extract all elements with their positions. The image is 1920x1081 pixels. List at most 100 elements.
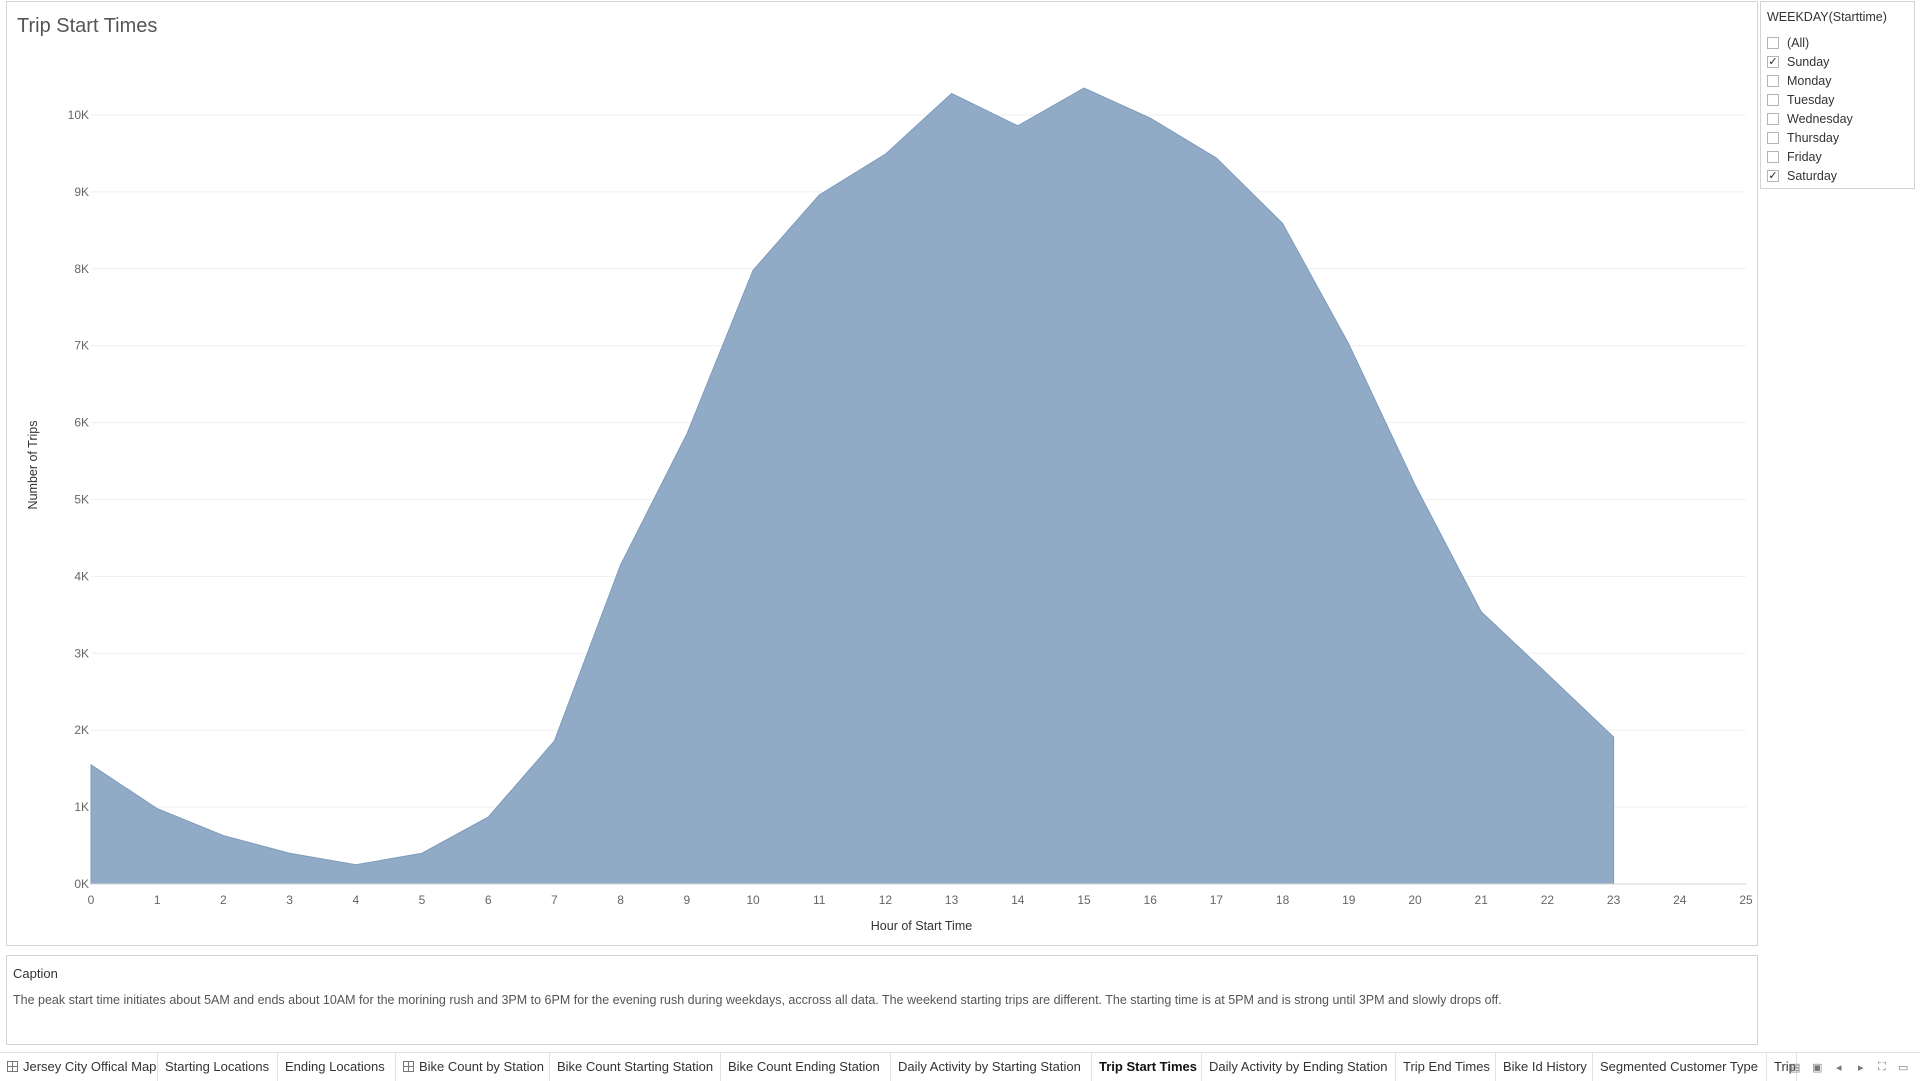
checkbox[interactable]: [1767, 151, 1779, 163]
sheet-tab[interactable]: Jersey City Offical Map: [0, 1053, 158, 1081]
data-point[interactable]: [353, 862, 359, 868]
caption-text: The peak start time initiates about 5AM …: [13, 993, 1502, 1007]
filter-option-all[interactable]: (All): [1767, 34, 1809, 52]
x-tick-label: 2: [220, 893, 227, 907]
checkbox[interactable]: [1767, 94, 1779, 106]
data-point[interactable]: [154, 806, 160, 812]
checkbox[interactable]: [1767, 37, 1779, 49]
sheet-tab[interactable]: Segmented Customer Type: [1593, 1053, 1767, 1081]
checkbox[interactable]: [1767, 113, 1779, 125]
dashboard-icon: [7, 1061, 18, 1072]
sheet-tab-label: Ending Locations: [285, 1059, 385, 1074]
sheet-tab[interactable]: Bike Count Starting Station: [550, 1053, 721, 1081]
filter-option-label: Tuesday: [1787, 93, 1835, 107]
sheet-tab[interactable]: Bike Count Ending Station: [721, 1053, 891, 1081]
data-point[interactable]: [88, 762, 94, 768]
checkbox[interactable]: [1767, 170, 1779, 182]
next-icon[interactable]: ▸: [1858, 1062, 1864, 1074]
sheet-tab-label: Segmented Customer Type: [1600, 1059, 1759, 1074]
x-tick-label: 24: [1673, 893, 1687, 907]
x-tick-label: 6: [485, 893, 492, 907]
filter-option-label: Monday: [1787, 74, 1832, 88]
x-tick-label: 25: [1739, 893, 1753, 907]
sheet-tab[interactable]: Daily Activity by Starting Station: [891, 1053, 1092, 1081]
x-tick-label: 12: [879, 893, 893, 907]
checkbox[interactable]: [1767, 132, 1779, 144]
filter-option-saturday[interactable]: Saturday: [1767, 167, 1837, 185]
sheet-tab[interactable]: Starting Locations: [158, 1053, 278, 1081]
y-tick-label: 8K: [74, 262, 89, 276]
sheet-tab[interactable]: Trip End Times: [1396, 1053, 1496, 1081]
filter-option-friday[interactable]: Friday: [1767, 148, 1822, 166]
x-tick-label: 11: [813, 893, 826, 907]
prev-icon[interactable]: ◂: [1836, 1062, 1842, 1074]
caption-box: Caption The peak start time initiates ab…: [6, 955, 1758, 1045]
filter-option-sunday[interactable]: Sunday: [1767, 53, 1829, 71]
filter-option-monday[interactable]: Monday: [1767, 72, 1831, 90]
y-tick-label: 6K: [74, 416, 89, 430]
data-point[interactable]: [1412, 482, 1418, 488]
data-point[interactable]: [816, 192, 822, 198]
data-point[interactable]: [1544, 671, 1550, 677]
filter-option-label: Saturday: [1787, 169, 1838, 183]
data-point[interactable]: [1015, 123, 1021, 129]
data-point[interactable]: [220, 833, 226, 839]
sheet-tab[interactable]: Bike Id History: [1496, 1053, 1593, 1081]
data-point[interactable]: [949, 90, 955, 96]
sheet-tab[interactable]: Trip: [1767, 1053, 1797, 1081]
y-tick-label: 2K: [74, 723, 89, 737]
data-point[interactable]: [1081, 85, 1087, 91]
filter-option-thursday[interactable]: Thursday: [1767, 129, 1839, 147]
x-tick-label: 1: [154, 893, 161, 907]
data-point[interactable]: [684, 431, 690, 437]
data-point[interactable]: [1346, 341, 1352, 347]
y-tick-label: 5K: [74, 493, 89, 507]
data-point[interactable]: [551, 738, 557, 744]
filter-option-label: Friday: [1787, 150, 1822, 164]
y-tick-label: 0K: [74, 877, 89, 891]
x-tick-label: 16: [1144, 893, 1158, 907]
present-icon[interactable]: ▭: [1898, 1062, 1909, 1074]
data-point[interactable]: [750, 267, 756, 273]
data-point[interactable]: [1611, 734, 1617, 740]
x-tick-label: 4: [352, 893, 359, 907]
data-point[interactable]: [485, 814, 491, 820]
data-point[interactable]: [419, 850, 425, 856]
worksheet-view: Trip Start Times 0K 1K 2K 3K 4K 5K 6K 7K 8K 9K 10K…: [6, 1, 1758, 946]
y-tick-label: 7K: [74, 339, 89, 353]
filter-title: WEEKDAY(Starttime): [1767, 10, 1887, 24]
sheet-tab[interactable]: Ending Locations: [278, 1053, 396, 1081]
data-point[interactable]: [882, 151, 888, 157]
sheet-tab-label: Starting Locations: [165, 1059, 270, 1074]
data-point[interactable]: [287, 850, 293, 856]
filter-option-label: Sunday: [1787, 55, 1830, 69]
filter-option-wednesday[interactable]: Wednesday: [1767, 110, 1853, 128]
x-axis-title: Hour of Start Time: [871, 919, 972, 933]
fullscreen-icon[interactable]: ⛶: [1878, 1061, 1886, 1073]
sheet-tab-label: Daily Activity by Ending Station: [1209, 1059, 1388, 1074]
data-point[interactable]: [1478, 609, 1484, 615]
grid-view-icon[interactable]: ▤: [1790, 1062, 1801, 1074]
x-tick-label: 14: [1011, 893, 1025, 907]
data-point[interactable]: [618, 562, 624, 568]
y-axis-title: Number of Trips: [26, 421, 40, 510]
data-point[interactable]: [1280, 220, 1286, 226]
filter-option-tuesday[interactable]: Tuesday: [1767, 91, 1834, 109]
sheet-tab[interactable]: Trip Start Times: [1092, 1053, 1202, 1081]
weekday-filter-card: WEEKDAY(Starttime) (All) Sunday Monday Tues…: [1760, 1, 1915, 189]
page-title: Trip Start Times: [17, 15, 158, 37]
x-tick-label: 17: [1210, 893, 1224, 907]
sheet-tab[interactable]: Daily Activity by Ending Station: [1202, 1053, 1396, 1081]
filmstrip-icon[interactable]: ▣: [1812, 1062, 1823, 1074]
checkbox[interactable]: [1767, 56, 1779, 68]
y-tick-label: 4K: [74, 569, 89, 583]
sheet-tab[interactable]: Bike Count by Station: [396, 1053, 550, 1081]
y-tick-label: 1K: [74, 800, 89, 814]
data-point[interactable]: [1213, 155, 1219, 161]
x-tick-label: 7: [551, 893, 558, 907]
x-tick-label: 8: [617, 893, 624, 907]
sheet-tab-label: Trip End Times: [1403, 1059, 1490, 1074]
checkbox[interactable]: [1767, 75, 1779, 87]
data-point[interactable]: [1147, 115, 1153, 121]
